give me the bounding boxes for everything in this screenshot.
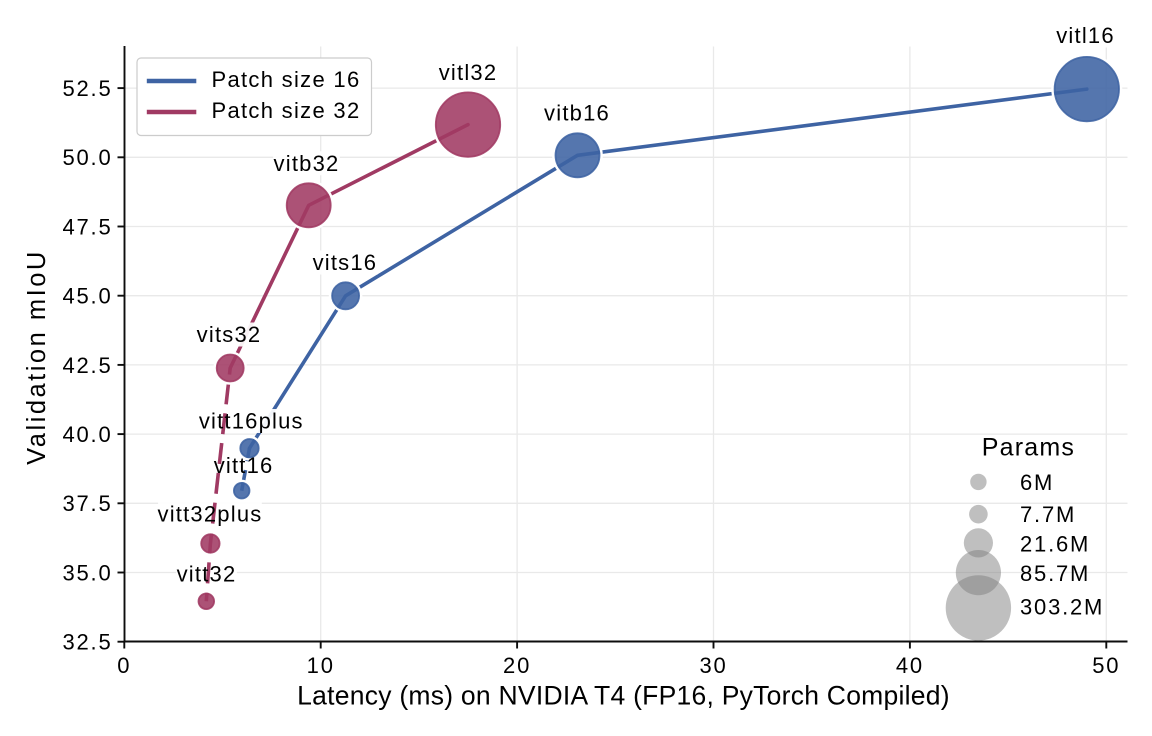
svg-text:Validation mIoU: Validation mIoU bbox=[23, 249, 51, 465]
svg-text:45.0: 45.0 bbox=[62, 284, 112, 309]
svg-text:vitl16: vitl16 bbox=[1056, 23, 1115, 48]
svg-text:vits32: vits32 bbox=[197, 322, 262, 347]
svg-text:vitl32: vitl32 bbox=[439, 60, 498, 85]
svg-text:37.5: 37.5 bbox=[62, 491, 112, 516]
svg-text:Params: Params bbox=[982, 434, 1075, 462]
svg-text:vitt32: vitt32 bbox=[177, 561, 237, 586]
svg-text:47.5: 47.5 bbox=[62, 214, 112, 239]
svg-text:85.7M: 85.7M bbox=[1020, 561, 1090, 586]
svg-text:42.5: 42.5 bbox=[62, 353, 112, 378]
svg-text:35.0: 35.0 bbox=[62, 560, 112, 585]
svg-text:21.6M: 21.6M bbox=[1020, 532, 1090, 557]
svg-text:50.0: 50.0 bbox=[62, 145, 112, 170]
svg-text:vitb16: vitb16 bbox=[544, 101, 610, 126]
svg-text:vitt32plus: vitt32plus bbox=[158, 502, 263, 527]
svg-text:40.0: 40.0 bbox=[62, 422, 112, 447]
svg-text:Latency (ms) on NVIDIA T4 (FP1: Latency (ms) on NVIDIA T4 (FP16, PyTorch… bbox=[297, 680, 950, 710]
svg-text:6M: 6M bbox=[1020, 470, 1054, 495]
svg-text:vitb32: vitb32 bbox=[274, 151, 340, 176]
svg-text:20: 20 bbox=[503, 653, 531, 678]
svg-text:30: 30 bbox=[699, 653, 727, 678]
svg-text:vitt16plus: vitt16plus bbox=[199, 409, 304, 434]
svg-text:32.5: 32.5 bbox=[62, 630, 112, 655]
svg-text:0: 0 bbox=[117, 653, 131, 678]
svg-text:Patch size 32: Patch size 32 bbox=[212, 98, 361, 123]
svg-text:40: 40 bbox=[896, 653, 924, 678]
svg-text:50: 50 bbox=[1092, 653, 1120, 678]
svg-text:7.7M: 7.7M bbox=[1020, 502, 1076, 527]
svg-text:vitt16: vitt16 bbox=[214, 453, 274, 478]
svg-text:vits16: vits16 bbox=[313, 250, 378, 275]
svg-text:Patch size 16: Patch size 16 bbox=[212, 67, 361, 92]
svg-text:303.2M: 303.2M bbox=[1020, 595, 1104, 620]
svg-text:10: 10 bbox=[307, 653, 335, 678]
svg-text:52.5: 52.5 bbox=[62, 76, 112, 101]
